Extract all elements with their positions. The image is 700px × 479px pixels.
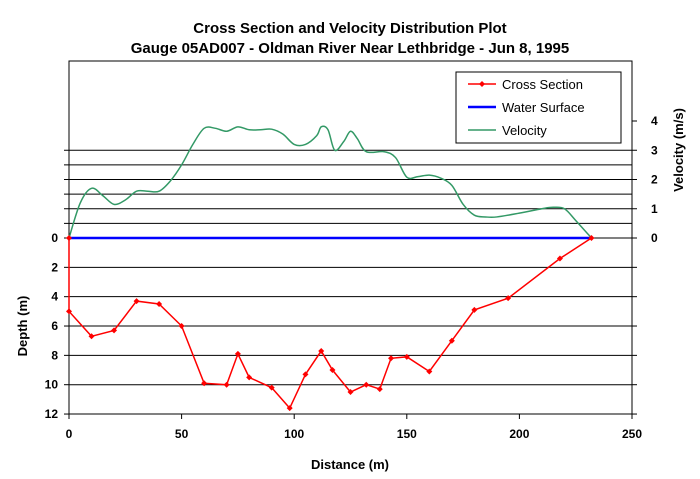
cross-section-point-21	[426, 368, 433, 375]
x-tick-label-1: 50	[175, 427, 189, 441]
depth-tick-label-6: 12	[45, 407, 59, 421]
cross-section-point-13	[302, 371, 309, 378]
cross-section-point-22	[448, 337, 455, 344]
chart-title: Cross Section and Velocity Distribution …	[193, 20, 506, 37]
cross-section-point-3	[111, 327, 118, 334]
cross-section-point-23	[471, 306, 478, 313]
cross-section-point-11	[268, 384, 275, 391]
x-tick-label-0: 0	[66, 427, 73, 441]
cross-section-point-0	[66, 235, 72, 241]
y-axis-right-title: Velocity (m/s)	[671, 108, 686, 192]
chart-subtitle: Gauge 05AD007 - Oldman River Near Lethbr…	[131, 40, 569, 57]
depth-tick-label-0: 0	[51, 231, 58, 245]
cross-section-point-16	[347, 389, 354, 396]
depth-tick-label-1: 2	[51, 260, 58, 274]
cross-section-point-15	[329, 367, 336, 374]
cross-section-point-10	[246, 374, 253, 381]
cross-section-point-26	[588, 235, 595, 241]
cross-section-point-1	[66, 308, 72, 315]
depth-tick-label-4: 8	[51, 348, 58, 362]
depth-tick-label-2: 4	[51, 290, 58, 304]
x-tick-label-4: 200	[509, 427, 529, 441]
cross-section-point-25	[556, 255, 563, 262]
x-axis-title: Distance (m)	[311, 457, 389, 472]
velocity-tick-label-0: 0	[651, 231, 658, 245]
legend-marker-cross-section	[479, 81, 485, 87]
grid-lines	[69, 149, 632, 415]
legend-label-cross-section: Cross Section	[502, 77, 583, 92]
cross-section-point-9	[234, 350, 241, 357]
cross-section-point-5	[156, 301, 163, 308]
x-tick-label-3: 150	[397, 427, 417, 441]
x-tick-label-2: 100	[284, 427, 304, 441]
cross-section-point-20	[403, 353, 410, 360]
velocity-tick-label-3: 3	[651, 143, 658, 157]
cross-section-line	[68, 237, 592, 410]
cross-section-point-4	[133, 298, 140, 305]
depth-tick-label-5: 10	[45, 378, 59, 392]
x-tick-label-5: 250	[622, 427, 642, 441]
cross-section-point-2	[88, 333, 95, 340]
axis-ticks	[64, 120, 637, 419]
depth-tick-label-3: 6	[51, 319, 58, 333]
legend-label-water-surface: Water Surface	[502, 100, 585, 115]
velocity-tick-label-2: 2	[651, 173, 658, 187]
y-axis-left-title: Depth (m)	[15, 296, 30, 357]
velocity-line	[68, 125, 593, 239]
velocity-tick-label-4: 4	[651, 114, 658, 128]
legend-label-velocity: Velocity	[502, 123, 547, 138]
cross-section-point-7	[201, 380, 208, 387]
cross-section-point-17	[363, 381, 370, 388]
cross-section-point-12	[286, 405, 293, 412]
cross-section-point-14	[318, 347, 325, 354]
velocity-tick-label-1: 1	[651, 202, 658, 216]
series-layer	[66, 125, 595, 412]
cross-section-point-24	[505, 295, 512, 302]
cross-section-point-18	[376, 386, 383, 393]
cross-section-point-6	[178, 323, 185, 330]
cross-section-point-8	[223, 381, 230, 388]
legend: Cross Section Water Surface Velocity	[455, 71, 622, 144]
cross-section-point-19	[388, 355, 395, 362]
